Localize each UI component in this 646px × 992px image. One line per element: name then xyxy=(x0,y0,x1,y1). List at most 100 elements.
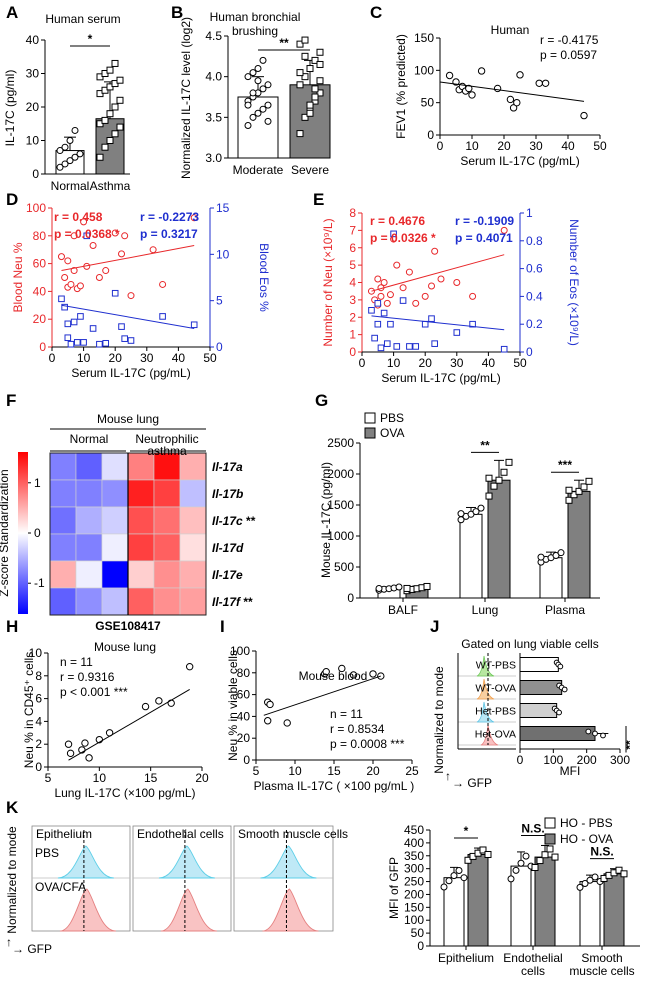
panel-d: 0 20 40 60 80 100 0 5 10 15 0 10 20 30 40 50 r = 0.458 p … xyxy=(11,201,271,380)
data-point xyxy=(380,279,388,286)
heatmap-cell xyxy=(127,479,155,508)
legend-swatch xyxy=(364,412,376,424)
panel-letter-f: F xyxy=(6,391,16,410)
data-point xyxy=(490,482,498,490)
x-tick-label: cells xyxy=(521,964,545,978)
y-tick-label: 4 xyxy=(35,714,42,728)
data-point xyxy=(412,299,420,307)
y-tick-label: 500 xyxy=(334,560,354,574)
data-point xyxy=(58,295,65,303)
data-point xyxy=(159,280,167,288)
data-point xyxy=(477,504,485,512)
colorbar-tick-label: 1 xyxy=(34,476,41,490)
data-point xyxy=(167,699,175,707)
heatmap-cell xyxy=(179,533,207,562)
data-point xyxy=(423,582,431,590)
data-point xyxy=(575,487,583,495)
data-point xyxy=(66,137,74,144)
data-point xyxy=(591,873,599,881)
heatmap-cell xyxy=(101,560,129,589)
panel-i: 0 20 40 60 80 100 5 10 15 20 25 Mouse blood n = 11r … xyxy=(226,644,419,793)
data-point xyxy=(517,859,525,867)
bar xyxy=(579,881,601,947)
data-point xyxy=(371,334,378,342)
y-tick-label: 0 xyxy=(417,939,424,953)
heatmap-cell xyxy=(101,452,129,481)
data-point xyxy=(96,340,103,348)
data-point xyxy=(96,153,104,161)
data-point xyxy=(380,309,388,317)
y-tick-label: 20 xyxy=(237,731,251,745)
colorbar-tick-label: 0 xyxy=(34,526,41,540)
data-point xyxy=(301,36,309,44)
heatmap-cell xyxy=(179,560,207,589)
stat-text: r = 0.9316 xyxy=(60,670,115,684)
heatmap-cell xyxy=(179,479,207,508)
stat-text: r = 0.8534 xyxy=(330,722,385,736)
y-tick-label: 8 xyxy=(35,669,42,683)
row-label: Il-17e xyxy=(212,568,243,582)
heatmap-cell xyxy=(49,560,77,589)
data-point xyxy=(581,879,589,887)
y-tick-label: 0 xyxy=(35,760,42,774)
data-point xyxy=(66,157,74,165)
heatmap-cell xyxy=(127,587,155,616)
data-point xyxy=(296,40,304,48)
bar xyxy=(519,680,563,695)
data-point xyxy=(101,116,109,124)
y-tick-label: 50 xyxy=(421,96,435,110)
data-point xyxy=(484,850,492,858)
x-axis-label: Plasma IL-17C ( ×100 pg/mL ) xyxy=(254,779,415,793)
y-axis-label: Blood Eos % xyxy=(257,243,271,312)
data-point xyxy=(190,321,198,329)
data-point xyxy=(535,79,543,87)
data-point xyxy=(67,340,75,348)
heatmap-cell xyxy=(179,587,207,616)
data-point xyxy=(368,307,375,314)
data-point xyxy=(493,84,502,93)
y-axis-label: Neu % in viable cells xyxy=(226,650,240,761)
data-point xyxy=(64,740,73,748)
y-tick-label: 200 xyxy=(404,887,424,901)
y-tick-label: 5 xyxy=(349,258,356,272)
row-label: Il-17b xyxy=(212,487,243,501)
y-tick-label: 1500 xyxy=(327,498,354,512)
x-axis-label: Serum IL-17C (pg/mL) xyxy=(71,366,190,380)
data-point xyxy=(485,474,493,482)
category-label: Het-OVA xyxy=(475,729,516,741)
data-point xyxy=(116,123,124,131)
y-tick-label: 7 xyxy=(349,223,356,237)
data-point xyxy=(512,866,520,874)
bar xyxy=(567,490,591,599)
data-point xyxy=(431,247,439,255)
x-tick-label: Endothelial xyxy=(503,951,562,965)
row-significance: ** xyxy=(240,595,253,609)
data-point xyxy=(485,492,493,500)
data-point xyxy=(576,883,584,891)
panel-letter-j: J xyxy=(430,617,439,636)
significance-mark: ** xyxy=(623,740,637,750)
data-point xyxy=(111,103,119,111)
y-tick-label: 150 xyxy=(414,31,434,45)
x-tick-label: 100 xyxy=(543,753,563,767)
histogram xyxy=(160,888,217,932)
y-tick-label: 1 xyxy=(526,206,533,220)
panel-letter-d: D xyxy=(6,190,18,209)
data-point xyxy=(460,874,468,882)
data-point xyxy=(101,143,109,151)
bar xyxy=(519,657,559,672)
data-point xyxy=(495,476,503,484)
x-tick-label: 0 xyxy=(359,356,366,370)
data-point xyxy=(106,66,114,74)
stat-text: p = 0.0008 *** xyxy=(330,737,405,751)
stat-text: p = 0.3217 xyxy=(140,227,198,241)
data-point xyxy=(585,728,592,735)
data-point xyxy=(306,109,314,117)
data-point xyxy=(406,343,413,350)
stat-text: r = 0.4676 xyxy=(370,214,425,228)
fit-line xyxy=(371,315,505,331)
y-tick-label: 3.5 xyxy=(205,110,222,124)
fit-line xyxy=(61,304,195,329)
data-point xyxy=(390,230,397,238)
